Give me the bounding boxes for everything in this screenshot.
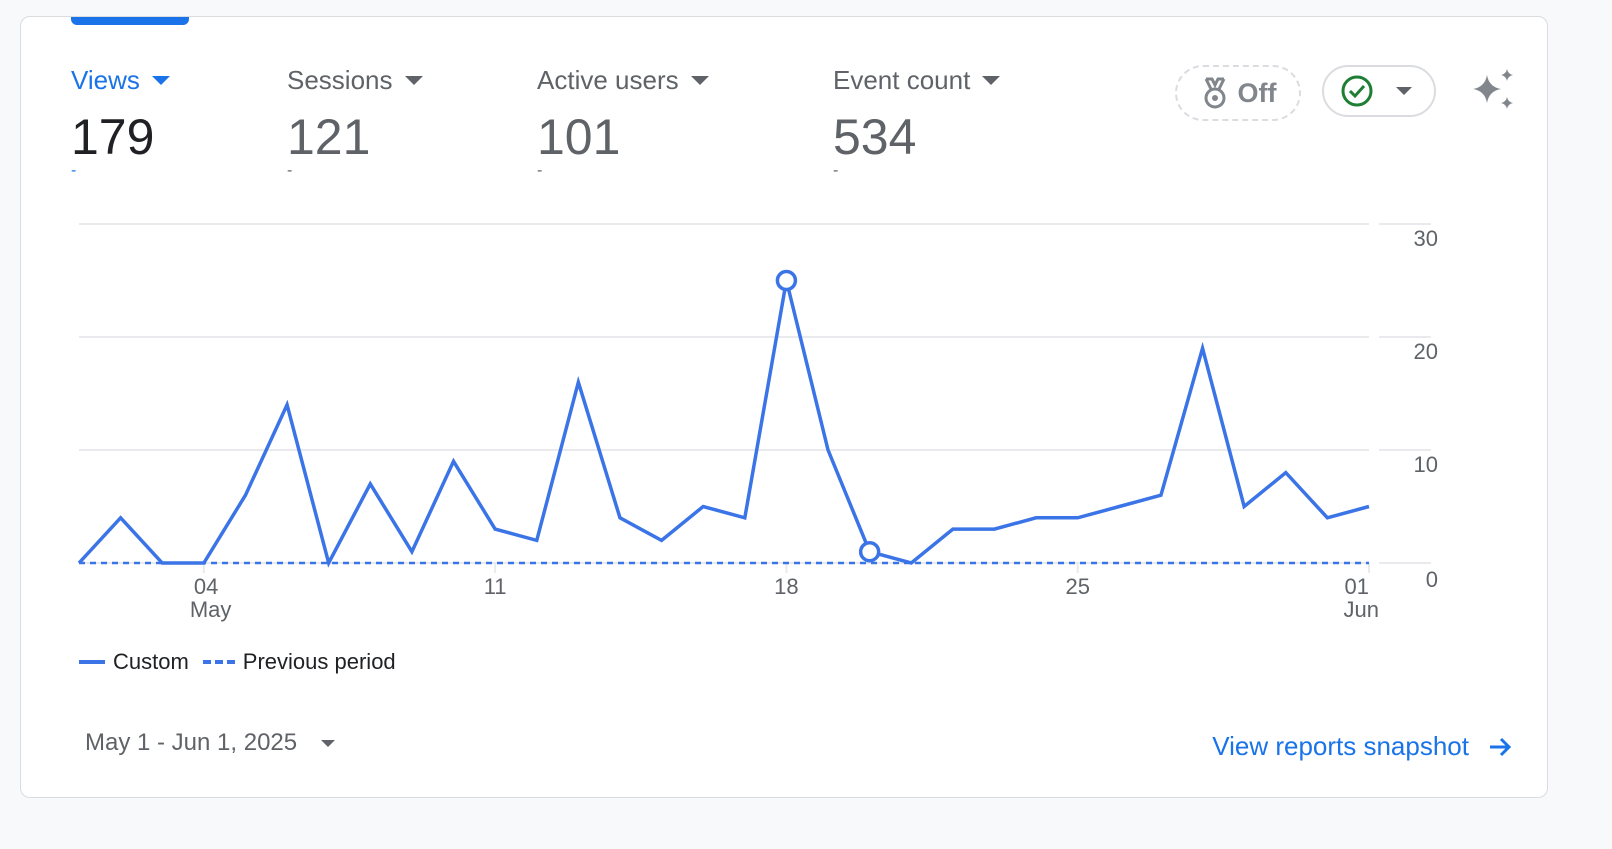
- legend-current: Custom: [113, 649, 189, 674]
- data-quality-dropdown[interactable]: [1322, 65, 1436, 117]
- metric-change: -: [71, 162, 77, 179]
- metric-tab-sessions[interactable]: Sessions 121 -: [287, 65, 423, 180]
- x-tick-sublabel: Jun: [1344, 597, 1379, 622]
- date-range-label: May 1 - Jun 1, 2025: [85, 729, 298, 756]
- metric-label: Views: [71, 65, 140, 95]
- metric-value: 121: [287, 109, 371, 165]
- metric-label: Sessions: [287, 65, 393, 95]
- legend-solid-line-icon: [79, 660, 105, 664]
- caret-down-icon: [151, 76, 170, 85]
- caret-down-icon: [321, 739, 336, 747]
- y-tick-label: 0: [1426, 567, 1438, 592]
- metric-label: Active users: [537, 65, 679, 95]
- legend-previous: Previous period: [242, 649, 396, 674]
- caret-down-icon: [982, 76, 1001, 85]
- view-link-label: View reports snapshot: [1212, 731, 1469, 761]
- x-tick-label: 18: [774, 574, 798, 599]
- metric-tab-views[interactable]: Views 179 -: [71, 65, 170, 180]
- metric-tab-active-users[interactable]: Active users 101 -: [537, 65, 709, 180]
- data-point: [858, 540, 881, 563]
- x-tick-sublabel: May: [190, 597, 232, 622]
- y-tick-label: 10: [1414, 452, 1438, 477]
- metric-change: -: [833, 162, 839, 179]
- view-reports-snapshot-link[interactable]: View reports snapshot: [1212, 731, 1513, 762]
- x-tick-label: 04: [194, 574, 218, 599]
- medal-icon: [1204, 77, 1225, 109]
- caret-down-icon: [690, 76, 709, 85]
- metric-value: 179: [71, 109, 155, 165]
- home-overview-card: Views 179 - Sessions 121 - Active users …: [20, 16, 1548, 798]
- x-tick-label: 01: [1345, 574, 1369, 599]
- metric-value: 534: [833, 109, 917, 165]
- x-tick-label: 11: [484, 574, 507, 599]
- metric-label: Event count: [833, 65, 971, 95]
- metric-tab-event-count[interactable]: Event count 534 -: [833, 65, 1001, 180]
- chart-legend: Custom Previous period: [79, 649, 396, 675]
- y-tick-label: 30: [1414, 226, 1438, 251]
- insights-badge-toggle[interactable]: Off: [1175, 65, 1301, 121]
- metric-change: -: [287, 162, 293, 179]
- date-range-selector[interactable]: May 1 - Jun 1, 2025: [85, 729, 336, 757]
- caret-down-icon: [1396, 87, 1412, 95]
- sparkle-ai-icon[interactable]: [1469, 67, 1517, 115]
- caret-down-icon: [404, 76, 423, 85]
- metric-change: -: [537, 162, 543, 179]
- y-tick-label: 20: [1414, 339, 1438, 364]
- x-tick-label: 25: [1065, 574, 1089, 599]
- data-point: [775, 269, 798, 292]
- metric-value: 101: [537, 109, 621, 165]
- legend-dashed-line-icon: [202, 660, 235, 664]
- series-line-custom: [77, 280, 1370, 568]
- active-tab-indicator: [71, 17, 189, 25]
- badge-label: Off: [1237, 77, 1277, 108]
- arrow-right-icon: [1490, 737, 1512, 756]
- check-circle-icon: [1341, 75, 1373, 107]
